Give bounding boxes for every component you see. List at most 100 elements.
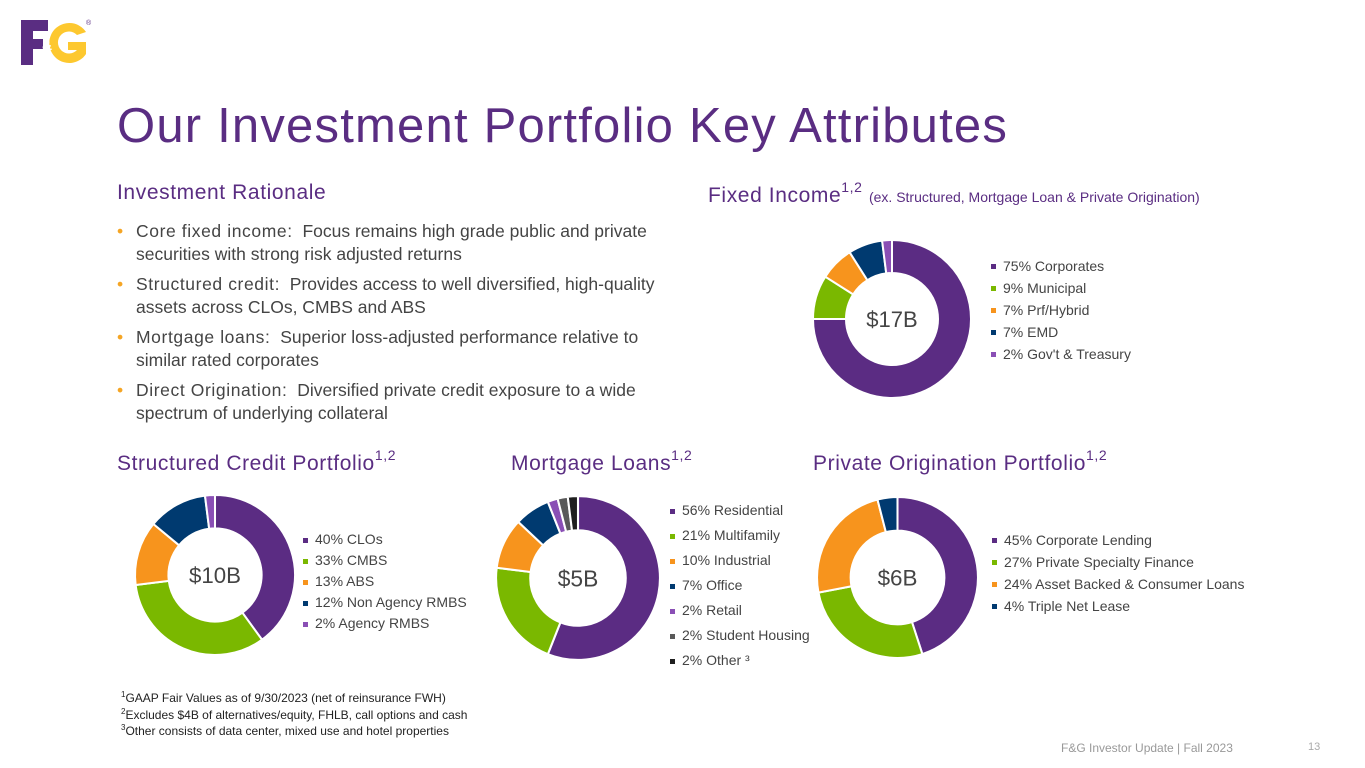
legend-entry: 2% Gov't & Treasury — [991, 343, 1131, 365]
donut-center-label: $6B — [878, 566, 918, 591]
logo-registered-mark: ® — [86, 19, 92, 27]
legend-swatch — [991, 352, 996, 357]
legend-swatch — [670, 508, 675, 514]
footnote-marker: 1 — [121, 690, 126, 699]
legend-entry: 2% Student Housing — [670, 623, 810, 648]
legend-swatch — [991, 330, 996, 335]
donut-center-label: $5B — [558, 565, 599, 591]
bullet-lead: Direct Origination: — [136, 380, 288, 400]
legend-label: 10% Industrial — [682, 552, 771, 568]
footnote-marker: 3 — [121, 723, 126, 732]
donut-slice — [566, 494, 580, 532]
legend-label: 45% Corporate Lending — [1004, 532, 1152, 548]
legend-swatch — [670, 583, 675, 589]
legend-swatch — [303, 579, 308, 585]
bullet-dot-icon: • — [117, 327, 124, 347]
legend-label: 7% Prf/Hybrid — [1003, 302, 1090, 318]
donut-slice — [213, 493, 296, 642]
legend-label: 21% Multifamily — [682, 527, 781, 543]
bullet-text: Provides access to well diversified, hig… — [136, 274, 655, 317]
legend-swatch — [992, 538, 997, 543]
chart-title: Fixed Income — [708, 184, 842, 207]
donut-center-label: $10B — [189, 563, 241, 588]
footnote-3: 3Other consists of data center, mixed us… — [121, 723, 449, 738]
bullet-lead: Structured credit: — [136, 274, 281, 294]
legend-label: 9% Municipal — [1003, 280, 1087, 296]
donut-slice — [816, 498, 888, 594]
private-origination-title: Private Origination Portfolio1,2 — [813, 447, 1108, 476]
structured-credit-title: Structured Credit Portfolio1,2 — [117, 447, 396, 476]
legend-entry: 12% Non Agency RMBS — [303, 592, 467, 613]
legend-entry: 7% Office — [670, 573, 810, 598]
legend-entry: 9% Municipal — [991, 277, 1131, 299]
fg-logo: & ® — [21, 19, 92, 65]
legend-swatch — [991, 264, 996, 269]
legend-swatch — [992, 560, 997, 565]
fixed-income-donut: $17B — [811, 238, 972, 399]
chart-title: Mortgage Loans — [511, 452, 672, 475]
legend-entry: 2% Other ³ — [670, 648, 810, 673]
chart-title-sup: 1,2 — [671, 447, 693, 463]
rationale-bullet: • Mortgage loans: Superior loss-adjusted … — [117, 326, 657, 371]
legend-entry: 40% CLOs — [303, 529, 467, 550]
legend-swatch — [670, 608, 675, 614]
legend-entry: 2% Agency RMBS — [303, 613, 467, 634]
legend-swatch — [991, 286, 996, 291]
legend-entry: 21% Multifamily — [670, 523, 810, 548]
bullet-lead: Core fixed income: — [136, 221, 293, 241]
legend-label: 7% Office — [682, 577, 743, 593]
donut-slice — [134, 579, 264, 656]
rationale-bullet: • Core fixed income: Focus remains high g… — [117, 220, 657, 265]
legend-label: 13% ABS — [315, 573, 375, 589]
footnote-marker: 2 — [121, 707, 126, 716]
legend-label: 75% Corporates — [1003, 258, 1105, 274]
page-number: 13 — [1308, 741, 1321, 753]
legend-entry: 45% Corporate Lending — [992, 529, 1244, 551]
legend-swatch — [670, 533, 675, 539]
bullet-dot-icon: • — [117, 380, 124, 400]
donut-slice — [811, 238, 972, 399]
rationale-bullet: • Structured credit: Provides access to w… — [117, 273, 657, 318]
rationale-heading: Investment Rationale — [117, 181, 327, 204]
legend-entry: 33% CMBS — [303, 550, 467, 571]
legend-swatch — [303, 537, 308, 543]
structured-credit-donut: $10B — [134, 493, 296, 656]
legend-entry: 56% Residential — [670, 498, 810, 523]
bullet-lead: Mortgage loans: — [136, 327, 271, 347]
legend-entry: 13% ABS — [303, 571, 467, 592]
legend-entry: 2% Retail — [670, 598, 810, 623]
legend-entry: 4% Triple Net Lease — [992, 595, 1244, 617]
donut-center-label: $17B — [866, 307, 917, 332]
mortgage-loans-legend: 56% Residential 21% Multifamily 10% Indust… — [670, 498, 810, 673]
chart-title-sup: 1,2 — [1086, 447, 1108, 463]
bullet-text: Superior loss-adjusted performance relat… — [136, 327, 639, 370]
legend-entry: 75% Corporates — [991, 255, 1131, 277]
legend-label: 2% Agency RMBS — [315, 615, 430, 631]
donut-slice — [880, 238, 893, 275]
legend-label: 2% Retail — [682, 602, 742, 618]
fixed-income-title: Fixed Income1,2 (ex. Structured, Mortgag… — [708, 179, 1200, 208]
donut-slice — [495, 566, 562, 656]
donut-slice — [876, 495, 899, 534]
legend-label: 33% CMBS — [315, 552, 388, 568]
legend-entry: 10% Industrial — [670, 548, 810, 573]
private-origination-legend: 45% Corporate Lending 27% Private Special… — [992, 529, 1244, 617]
footer-text: F&G Investor Update | Fall 2023 — [1061, 741, 1233, 755]
chart-title-sup: 1,2 — [841, 179, 863, 195]
legend-swatch — [670, 558, 675, 564]
legend-label: 2% Student Housing — [682, 627, 810, 643]
legend-label: 4% Triple Net Lease — [1004, 598, 1131, 614]
legend-label: 40% CLOs — [315, 531, 383, 547]
legend-swatch — [992, 582, 997, 587]
footnote-text: Excludes $4B of alternatives/equity, FHL… — [125, 708, 468, 722]
legend-entry: 7% Prf/Hybrid — [991, 299, 1131, 321]
legend-swatch — [670, 658, 675, 664]
legend-entry: 7% EMD — [991, 321, 1131, 343]
fixed-income-legend: 75% Corporates 9% Municipal 7% Prf/Hybrid 7… — [991, 255, 1131, 365]
bullet-dot-icon: • — [117, 274, 124, 294]
donut-slice — [896, 495, 979, 656]
structured-credit-legend: 40% CLOs 33% CMBS 13% ABS 12% Non Agency RM… — [303, 529, 467, 634]
donut-slice — [817, 585, 924, 659]
bullet-text: Focus remains high grade public and priv… — [136, 221, 647, 264]
legend-label: 12% Non Agency RMBS — [315, 594, 467, 610]
